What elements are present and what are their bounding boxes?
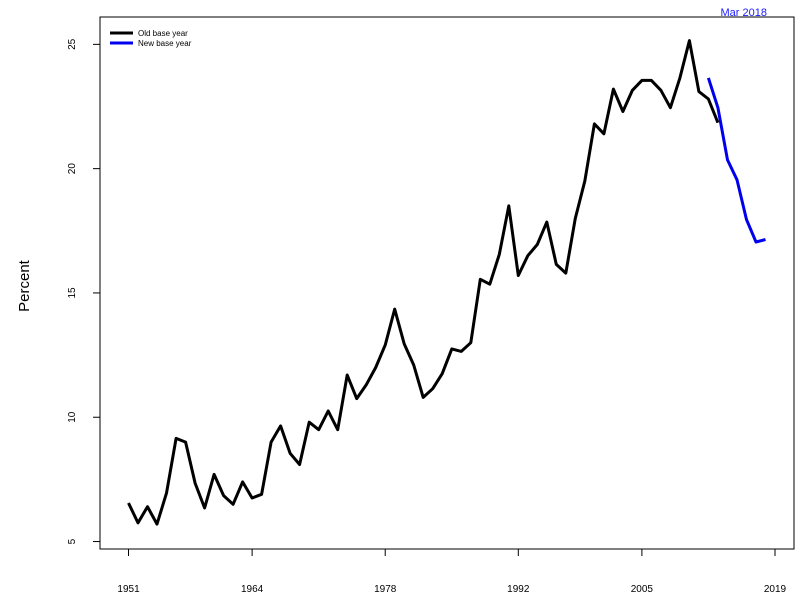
y-tick-label: 25 — [67, 38, 78, 50]
x-tick-label: 1992 — [507, 584, 530, 595]
x-tick-label: 1951 — [117, 584, 140, 595]
plot-frame — [99, 16, 795, 550]
series-layer — [127, 39, 766, 526]
y-tick-label: 20 — [67, 163, 78, 175]
legend-label: Old base year — [138, 29, 188, 38]
y-axis-label: Percent — [16, 259, 33, 312]
y-tick-label: 15 — [67, 287, 78, 299]
legend-label: New base year — [138, 39, 192, 48]
x-tick-label: 1978 — [374, 584, 397, 595]
x-tick-label: 2019 — [764, 584, 787, 595]
series-line-old-base-year — [127, 39, 720, 526]
x-axis: 1951 1964 1978 1992 2005 2019 — [117, 549, 787, 595]
x-tick-label: 1964 — [241, 584, 264, 595]
y-axis: 5 10 15 20 25 — [67, 38, 100, 544]
corner-date-note: Mar 2018 — [720, 7, 767, 19]
series-line-new-base-year — [706, 77, 766, 244]
y-tick-label: 5 — [67, 538, 78, 544]
x-tick-label: 2005 — [631, 584, 654, 595]
y-tick-label: 10 — [67, 411, 78, 423]
